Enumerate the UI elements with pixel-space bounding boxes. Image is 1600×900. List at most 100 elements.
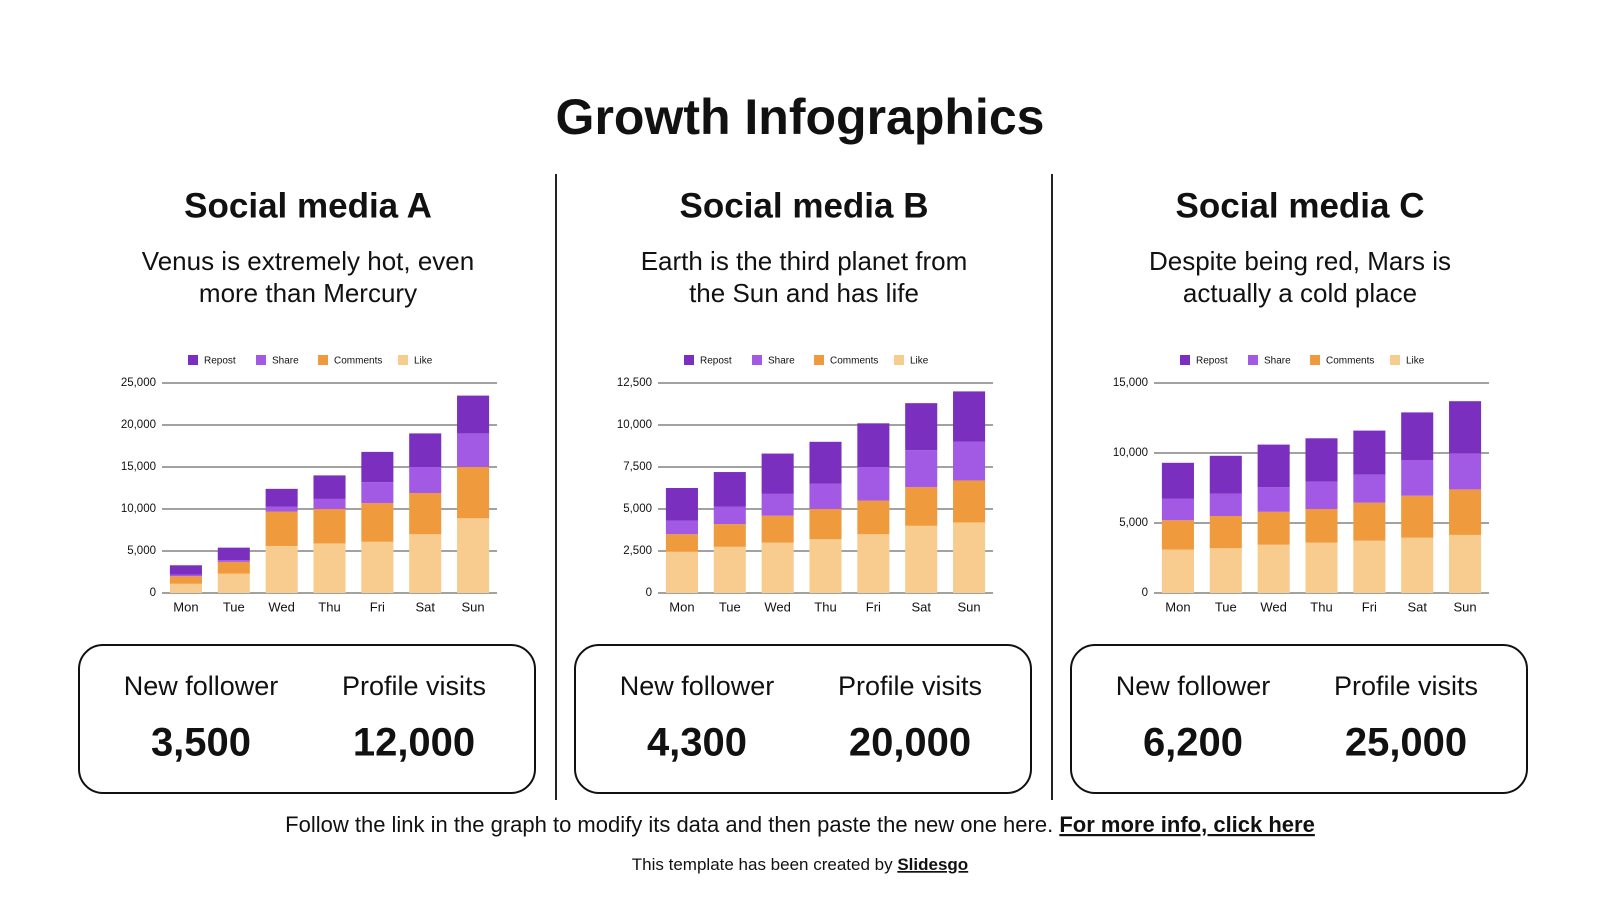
bar-segment [665,520,698,535]
bar-segment [1353,502,1386,541]
bar-segment [1161,549,1194,593]
panel-description: Venus is extremely hot, even [142,246,474,276]
stat-label: Profile visits [838,671,982,701]
bar-segment [265,545,298,593]
panel-heading: Social media A [184,186,432,225]
bar-segment [169,583,202,593]
bar-segment [761,515,794,543]
stat-label: New follower [124,671,279,701]
stat-value: 4,300 [647,721,747,765]
bar-segment [953,391,986,442]
x-tick-label: Sat [911,599,931,614]
bar-segment [409,433,442,467]
bar-segment [1161,462,1194,499]
bar-segment [457,518,490,593]
y-tick-label: 0 [150,587,156,599]
bar-segment [905,450,938,488]
stats-box [574,644,1032,794]
legend-swatch [1248,355,1258,365]
legend-label: Comments [334,356,382,367]
bar-segment [361,451,394,483]
x-tick-label: Fri [866,599,881,614]
stat-value: 20,000 [849,721,971,765]
bar-segment [761,493,794,516]
x-tick-label: Wed [764,599,791,614]
bar-segment [409,534,442,593]
legend-swatch [256,355,266,365]
legend-swatch [814,355,824,365]
legend-swatch [684,355,694,365]
bar-segment [265,511,298,546]
panel-description: Earth is the third planet from [641,246,968,276]
x-tick-label: Mon [173,599,198,614]
bar-segment [169,565,202,575]
panel-description: actually a cold place [1183,278,1417,308]
y-tick-label: 5,000 [1119,517,1148,529]
y-tick-label: 0 [1142,587,1148,599]
legend-swatch [1310,355,1320,365]
bar-segment [457,395,490,434]
y-tick-label: 10,000 [1113,447,1148,459]
bar-segment [1449,401,1482,454]
stat-label: Profile visits [342,671,486,701]
bar-segment [857,500,890,535]
footer-link[interactable]: For more info, click here [1059,812,1315,837]
bar-segment [1449,453,1482,490]
stat-value: 25,000 [1345,721,1467,765]
bar-segment [1305,509,1338,543]
bar-segment [1353,430,1386,475]
bar-segment [665,534,698,552]
panel-description: the Sun and has life [689,278,919,308]
x-tick-label: Tue [1215,599,1237,614]
y-tick-label: 2,500 [623,545,652,557]
bar-segment [457,467,490,519]
bar-segment [1449,534,1482,593]
bar-segment [409,493,442,535]
bar-segment [1161,520,1194,550]
bar-segment [1257,544,1290,593]
stats-box [1070,644,1528,794]
y-tick-label: 15,000 [121,461,156,473]
bar-segment [1401,412,1434,460]
x-tick-label: Sun [958,599,981,614]
legend-swatch [1390,355,1400,365]
bar-segment [1209,548,1242,593]
bar-segment [809,483,842,509]
bar-segment [905,487,938,526]
bar-segment [809,539,842,593]
bar-segment [361,482,394,504]
legend-label: Repost [204,356,236,367]
legend-swatch [1180,355,1190,365]
y-tick-label: 12,500 [617,377,652,389]
x-tick-label: Sun [1454,599,1477,614]
bar-segment [953,480,986,523]
bar-segment [665,551,698,593]
stat-value: 6,200 [1143,721,1243,765]
bar-segment [313,475,346,499]
bar-segment [1161,498,1194,521]
bar-segment [1257,444,1290,488]
y-tick-label: 10,000 [617,419,652,431]
bar-segment [809,509,842,540]
legend-label: Like [414,356,433,367]
bar-segment [1305,542,1338,593]
panel-description: more than Mercury [199,278,417,308]
bar-segment [1449,489,1482,535]
stat-label: New follower [620,671,775,701]
bar-segment [713,546,746,593]
bar-segment [1257,511,1290,545]
x-tick-label: Wed [1260,599,1287,614]
legend-label: Repost [700,356,732,367]
bar-segment [1401,460,1434,496]
y-tick-label: 5,000 [127,545,156,557]
y-tick-label: 7,500 [623,461,652,473]
bar-segment [217,560,250,562]
bar-segment [457,433,490,467]
credit-link[interactable]: Slidesgo [897,855,968,874]
x-tick-label: Fri [370,599,385,614]
legend-swatch [894,355,904,365]
bar-segment [857,534,890,593]
legend-label: Repost [1196,356,1228,367]
y-tick-label: 25,000 [121,377,156,389]
bar-segment [169,574,202,577]
